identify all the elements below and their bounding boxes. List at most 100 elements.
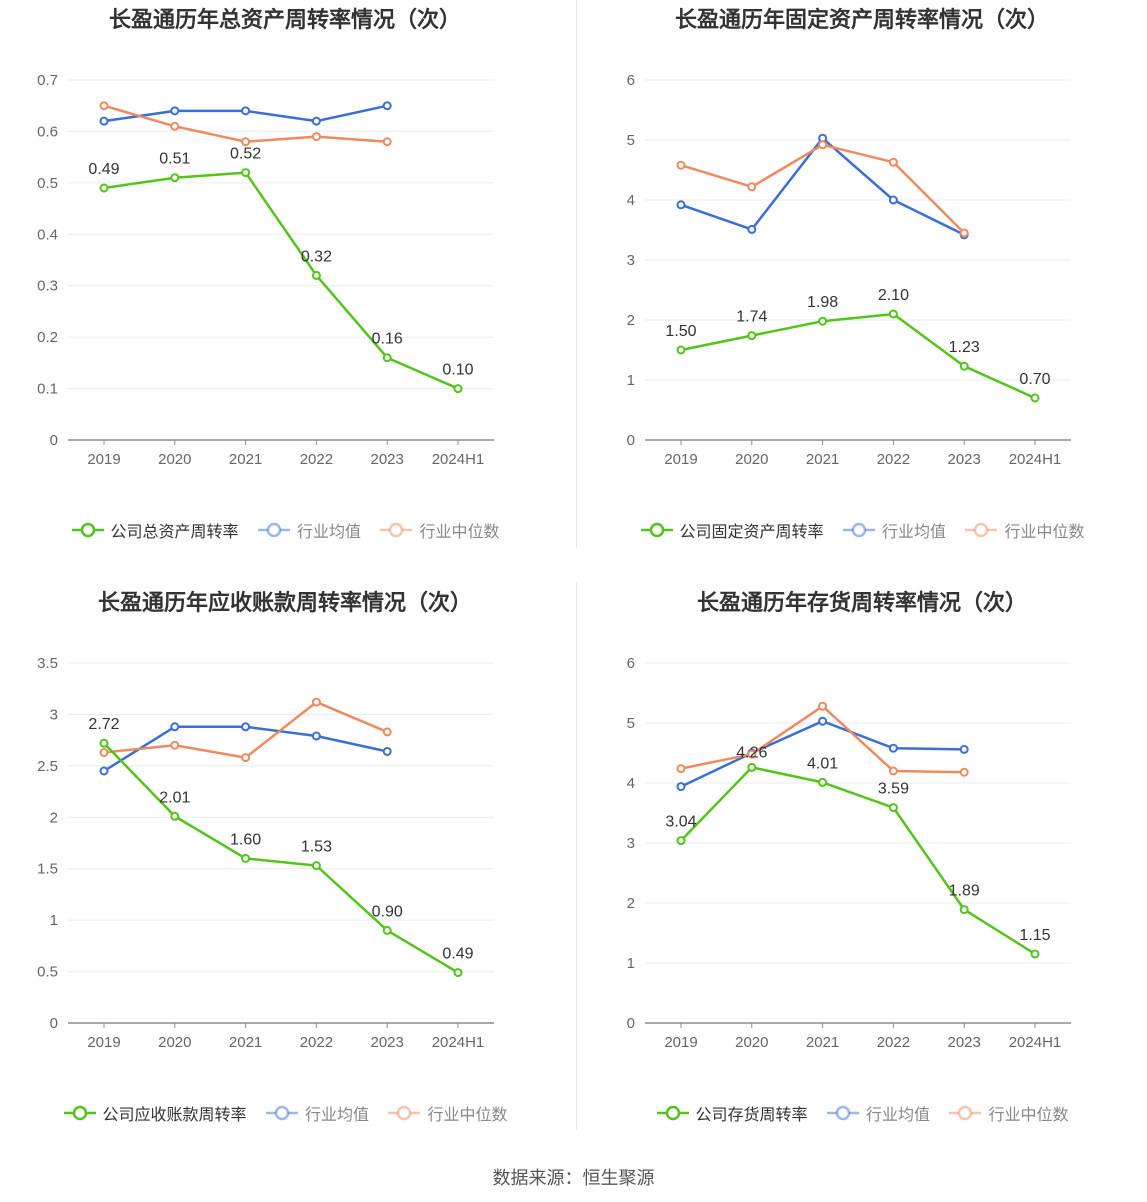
y-tick-label: 1	[50, 912, 58, 929]
legend-item-median[interactable]: 行业中位数	[948, 1101, 1068, 1125]
y-tick-label: 0.6	[37, 123, 58, 140]
data-point-company	[888, 803, 898, 813]
y-tick-label: 0	[50, 1015, 58, 1032]
data-label: 2.72	[88, 716, 119, 733]
legend-item-company[interactable]: 公司存货周转率	[656, 1101, 808, 1125]
y-tick-label: 3	[50, 706, 58, 723]
data-point-avg	[382, 746, 392, 756]
y-tick-label: 0.7	[37, 72, 58, 89]
chart-legend: 公司存货周转率 行业均值 行业中位数	[577, 1101, 1147, 1126]
y-tick-label: 4	[627, 192, 635, 209]
legend-item-avg[interactable]: 行业均值	[265, 1101, 369, 1125]
series-line-company	[680, 766, 1036, 956]
y-tick-label: 0.4	[37, 226, 58, 243]
data-point-median	[888, 766, 898, 776]
x-tick-label: 2023	[948, 451, 981, 468]
data-label: 3.04	[665, 814, 696, 831]
x-tick-label: 2024H1	[1009, 1034, 1062, 1051]
chart-title: 长盈通历年固定资产周转率情况（次）	[674, 7, 1049, 32]
x-tick-label: 2022	[300, 1034, 333, 1051]
data-source-note: 数据来源：恒生聚源	[492, 1168, 655, 1188]
x-tick-label: 2024H1	[1009, 451, 1062, 468]
x-tick-label: 2020	[158, 451, 191, 468]
data-point-company	[241, 168, 251, 178]
y-tick-label: 0	[50, 432, 58, 449]
legend-item-company[interactable]: 公司总资产周转率	[71, 518, 239, 542]
data-point-median	[382, 137, 392, 147]
legend-item-company[interactable]: 公司应收账款周转率	[63, 1101, 247, 1125]
data-point-company	[747, 331, 757, 341]
data-point-avg	[99, 766, 109, 776]
data-point-company	[747, 762, 757, 772]
data-point-company	[311, 270, 321, 280]
x-tick-label: 2019	[664, 451, 697, 468]
data-point-median	[241, 753, 251, 763]
panel-divider	[576, 0, 577, 548]
data-point-median	[99, 747, 109, 757]
legend-item-median[interactable]: 行业中位数	[379, 518, 499, 542]
data-point-company	[382, 925, 392, 935]
data-point-company	[959, 905, 969, 915]
data-point-avg	[170, 722, 180, 732]
data-point-company	[99, 738, 109, 748]
data-point-median	[311, 697, 321, 707]
data-label: 0.52	[230, 146, 261, 163]
data-label: 1.53	[301, 839, 332, 856]
x-tick-label: 2024H1	[432, 451, 485, 468]
legend-label: 行业中位数	[427, 1107, 508, 1124]
data-label: 0.70	[1019, 371, 1050, 388]
legend-label: 公司总资产周转率	[110, 524, 239, 541]
data-label: 2.10	[878, 287, 909, 304]
y-tick-label: 2	[50, 809, 58, 826]
data-label: 1.98	[807, 294, 838, 311]
legend-label: 行业中位数	[1004, 524, 1085, 541]
y-tick-label: 2	[627, 895, 635, 912]
data-point-company	[311, 861, 321, 871]
x-tick-label: 2021	[806, 451, 839, 468]
legend-item-median[interactable]: 行业中位数	[387, 1101, 507, 1125]
series-line-avg	[680, 719, 965, 788]
data-point-company	[170, 173, 180, 183]
data-point-avg	[311, 731, 321, 741]
data-point-median	[959, 767, 969, 777]
chart-legend: 公司应收账款周转率 行业均值 行业中位数	[0, 1101, 570, 1126]
data-point-median	[170, 121, 180, 131]
y-tick-label: 2.5	[37, 758, 58, 775]
data-point-company	[1030, 393, 1040, 403]
data-point-avg	[747, 224, 757, 234]
line-chart: 0 1 2 3 4 5 6 2019 2020 2021 2022 2023 2024H1 1.50 1.7…	[627, 72, 1071, 468]
data-point-median	[676, 160, 686, 170]
legend-item-avg[interactable]: 行业均值	[826, 1101, 930, 1125]
data-point-median	[99, 101, 109, 111]
chart-panel-total-asset-turnover: 长盈通历年总资产周转率情况（次） 0 0.1 0.2 0.3 0.4 0.5 0.6 0.7 2…	[0, 0, 570, 580]
y-tick-label: 0.5	[37, 175, 58, 192]
legend-item-avg[interactable]: 行业均值	[842, 518, 946, 542]
data-label: 4.26	[736, 744, 767, 761]
x-tick-label: 2021	[806, 1034, 839, 1051]
data-point-median	[170, 740, 180, 750]
data-point-company	[1030, 949, 1040, 959]
series-line-company	[103, 171, 459, 390]
legend-item-median[interactable]: 行业中位数	[964, 518, 1084, 542]
data-point-company	[959, 361, 969, 371]
chart-panel-receivables-turnover: 长盈通历年应收账款周转率情况（次） 0 0.5 1 1.5 2 2.5 3 3.5 2019 20…	[0, 583, 570, 1163]
legend-item-company[interactable]: 公司固定资产周转率	[640, 518, 824, 542]
data-point-median	[818, 140, 828, 150]
x-tick-label: 2022	[877, 1034, 910, 1051]
x-tick-label: 2020	[735, 1034, 768, 1051]
y-tick-label: 0	[627, 1015, 635, 1032]
chart-title: 长盈通历年总资产周转率情况（次）	[108, 7, 461, 32]
legend-item-avg[interactable]: 行业均值	[257, 518, 361, 542]
data-point-avg	[170, 106, 180, 116]
data-label: 1.50	[665, 323, 696, 340]
data-point-median	[382, 727, 392, 737]
chart-title: 长盈通历年应收账款周转率情况（次）	[97, 590, 472, 615]
data-label: 0.49	[88, 161, 119, 178]
legend-label: 公司应收账款周转率	[102, 1107, 247, 1124]
data-point-avg	[888, 743, 898, 753]
series-line-company	[680, 312, 1036, 400]
data-point-company	[676, 836, 686, 846]
data-point-company	[818, 316, 828, 326]
data-point-avg	[382, 101, 392, 111]
data-label: 1.15	[1019, 927, 1050, 944]
